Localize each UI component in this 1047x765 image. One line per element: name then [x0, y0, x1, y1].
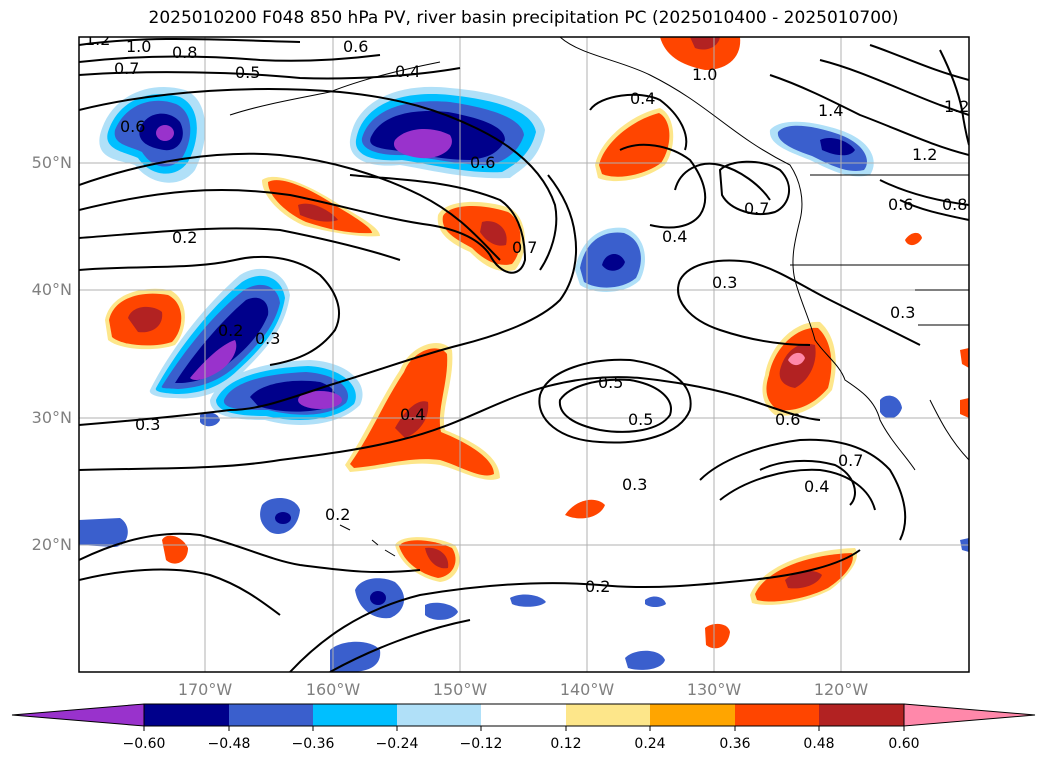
colorbar-segment	[144, 704, 229, 726]
contour-label: 0.3	[135, 415, 160, 434]
contour-label: 0.6	[343, 37, 368, 56]
contour-label: 0.4	[804, 477, 829, 496]
colorbar-left-arrow	[11, 703, 145, 727]
latitude-label: 30°N	[31, 408, 72, 427]
colorbar-segment	[650, 704, 735, 726]
contour-label: 1.0	[126, 37, 151, 56]
contour-label: 0.8	[172, 43, 197, 62]
colorbar-tick-label: −0.12	[459, 736, 503, 752]
contour-label: 0.5	[628, 410, 653, 429]
contour-label: 1.2	[85, 30, 110, 49]
map-title: 2025010200 F048 850 hPa PV, river basin …	[148, 8, 899, 28]
map-frame	[78, 36, 970, 673]
colorbar-tick-label: 0.60	[888, 736, 920, 752]
contour-label: 0.4	[630, 89, 655, 108]
positive-anomaly-regions	[105, 37, 969, 649]
contour-label: 0.7	[838, 451, 863, 470]
colorbar-segment	[229, 704, 313, 726]
contour-label: 0.8	[942, 195, 967, 214]
colorbar-tick-label: −0.24	[375, 736, 419, 752]
colorbar-tick-label: −0.36	[291, 736, 335, 752]
longitude-label: 130°W	[686, 680, 742, 699]
colorbar-segment	[481, 704, 566, 726]
contour-labels: 1.2 1.0 0.8 0.7 0.5 0.6 0.6 0.4 1.0 0.4 …	[85, 30, 969, 596]
colorbar-tick-label: 0.24	[634, 736, 666, 752]
longitude-label: 170°W	[177, 680, 233, 699]
colorbar-tick-label: −0.60	[122, 736, 166, 752]
graticule	[79, 37, 969, 672]
contour-label: 0.4	[395, 62, 420, 81]
longitude-label: 150°W	[432, 680, 488, 699]
contour-label: 0.6	[888, 195, 913, 214]
contour-label: 0.3	[890, 303, 915, 322]
colorbar-segment	[566, 704, 650, 726]
negative-anomaly-regions	[79, 86, 969, 672]
colorbar-segment	[735, 704, 819, 726]
contour-label: 0.3	[622, 475, 647, 494]
latitude-label: 20°N	[31, 535, 72, 554]
coastlines	[229, 37, 969, 557]
colorbar-tick-label: 0.48	[803, 736, 835, 752]
contour-label: 0.7	[744, 199, 769, 218]
colorbar-segment	[313, 704, 397, 726]
colorbar-tick-label: 0.36	[719, 736, 751, 752]
colorbar-tick-label: 0.12	[550, 736, 582, 752]
contour-label: 0.7	[512, 238, 537, 257]
contour-label: 0.7	[114, 59, 139, 78]
contour-label: 0.4	[400, 405, 425, 424]
contour-label: 0.6	[470, 153, 495, 172]
longitude-label: 140°W	[559, 680, 615, 699]
contour-label: 1.2	[944, 97, 969, 116]
contour-label: 0.3	[712, 273, 737, 292]
contour-label: 0.2	[325, 505, 350, 524]
contour-label: 0.2	[172, 228, 197, 247]
colorbar-segment	[819, 704, 904, 726]
contour-label: 1.4	[818, 101, 843, 120]
contour-label: 0.5	[235, 63, 260, 82]
colorbar-tick-label: −0.48	[207, 736, 251, 752]
contour-label: 0.6	[120, 117, 145, 136]
contour-label: 1.2	[912, 145, 937, 164]
longitude-label: 160°W	[305, 680, 361, 699]
contour-label: 0.3	[255, 329, 280, 348]
contour-label: 0.6	[775, 410, 800, 429]
longitude-label: 120°W	[813, 680, 869, 699]
colorbar-right-arrow	[903, 703, 1036, 727]
colorbar-segment	[397, 704, 481, 726]
contour-label: 0.5	[598, 373, 623, 392]
contour-label: 0.2	[218, 321, 243, 340]
contour-label: 1.0	[692, 65, 717, 84]
colorbar	[11, 703, 1036, 731]
latitude-label: 40°N	[31, 280, 72, 299]
contour-label: 0.2	[585, 577, 610, 596]
contour-label: 0.4	[662, 227, 687, 246]
pv-contours	[79, 37, 969, 672]
latitude-label: 50°N	[31, 153, 72, 172]
